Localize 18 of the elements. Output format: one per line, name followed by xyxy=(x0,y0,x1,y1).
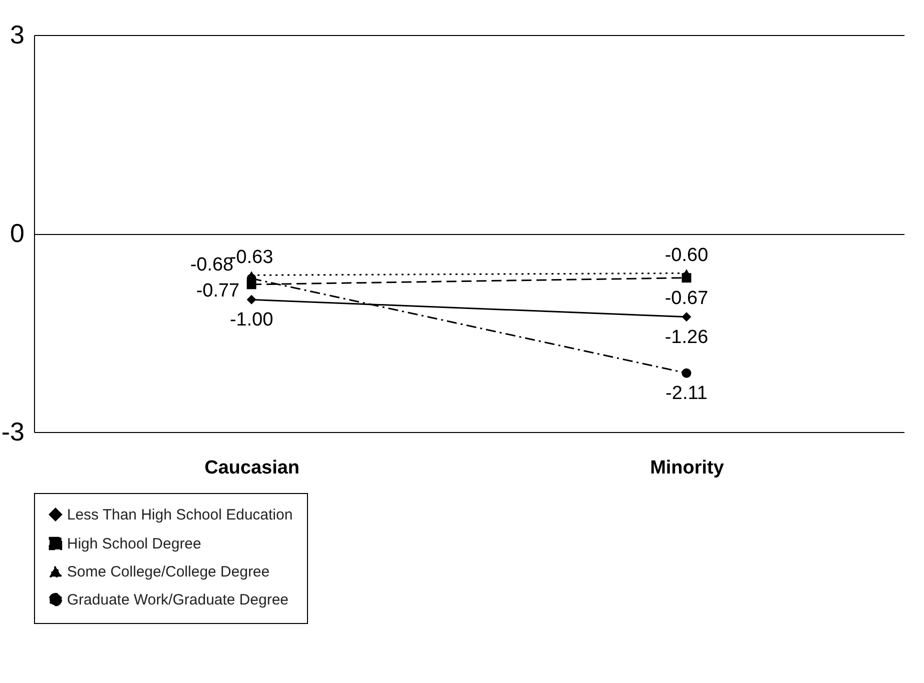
data-label: -0.77 xyxy=(196,280,240,302)
legend-label: High School Degree xyxy=(67,536,202,552)
legend-label: Less Than High School Education xyxy=(67,506,293,524)
data-label: -0.60 xyxy=(664,245,708,266)
data-label: -0.67 xyxy=(664,288,708,309)
data-label: -2.11 xyxy=(666,383,708,404)
y-tick-label: 0 xyxy=(10,218,24,248)
legend-label: Some College/College Degree xyxy=(67,564,270,580)
data-label: -1.00 xyxy=(230,310,274,331)
data-label: -1.26 xyxy=(664,326,708,348)
y-tick-label: -3 xyxy=(1,416,24,446)
point xyxy=(246,294,256,304)
legend-label: Graduate Work/Graduate Degree xyxy=(67,592,289,608)
x-tick-label: Caucasian xyxy=(204,458,300,478)
point xyxy=(682,312,692,322)
x-tick-label: Minority xyxy=(650,458,724,478)
y-tick-label: 3 xyxy=(10,20,24,50)
point xyxy=(682,368,692,378)
